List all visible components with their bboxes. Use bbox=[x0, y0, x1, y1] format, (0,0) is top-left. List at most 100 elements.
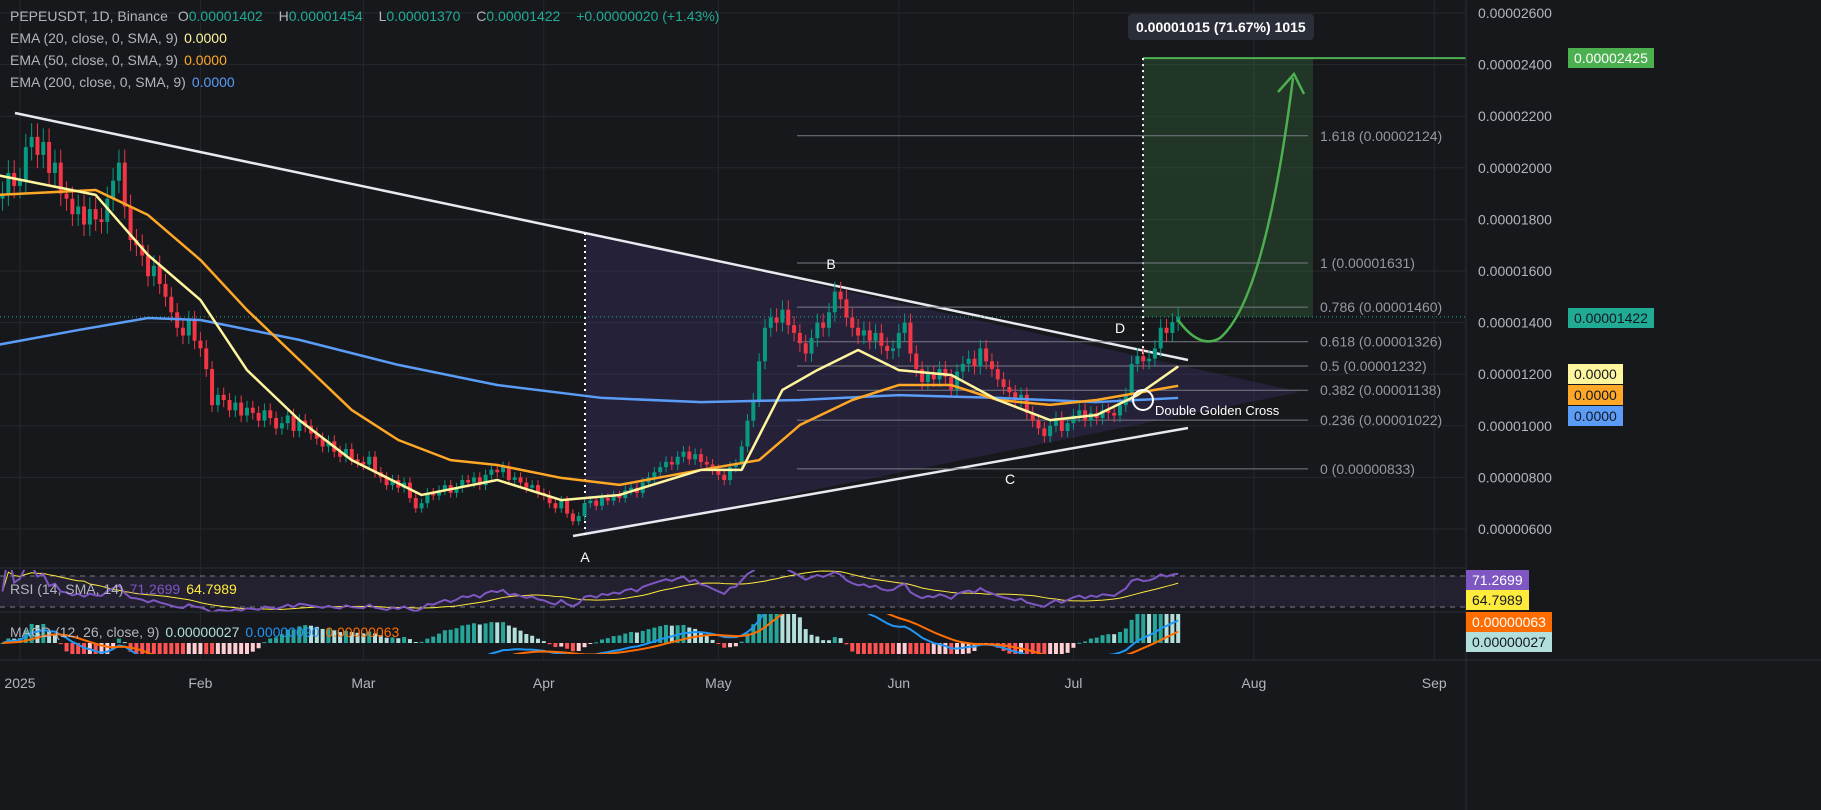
macd-histogram-bar bbox=[565, 643, 570, 649]
candle-body bbox=[675, 456, 680, 465]
macd-histogram-bar bbox=[885, 643, 890, 654]
candle-body bbox=[215, 394, 220, 406]
candle-body bbox=[244, 407, 249, 416]
candle-body bbox=[850, 317, 855, 328]
macd-histogram-bar bbox=[460, 625, 465, 643]
candle-body bbox=[23, 147, 28, 181]
candle-body bbox=[681, 451, 686, 457]
candle-body bbox=[320, 438, 325, 447]
macd-histogram-bar bbox=[1007, 643, 1012, 654]
macd-histogram-bar bbox=[1117, 631, 1122, 643]
macd-histogram-bar bbox=[762, 614, 767, 643]
macd-histogram-bar bbox=[1158, 614, 1163, 643]
macd-legend[interactable]: MACD (12, 26, close, 9) 0.00000027 0.00000… bbox=[10, 624, 405, 640]
macd-histogram-bar bbox=[99, 643, 104, 654]
candle-body bbox=[1019, 394, 1024, 400]
macd-histogram-bar bbox=[41, 623, 46, 643]
high-label: H bbox=[278, 8, 289, 24]
candle-body bbox=[693, 454, 698, 460]
candle-body bbox=[1065, 423, 1070, 431]
macd-histogram-bar bbox=[856, 643, 861, 654]
macd-histogram-bar bbox=[163, 643, 168, 654]
candle-body bbox=[943, 369, 948, 377]
macd-histogram-bar bbox=[757, 614, 762, 643]
rsi-sma-value: 64.7989 bbox=[186, 581, 237, 597]
candle-body bbox=[605, 498, 610, 501]
macd-histogram-bar bbox=[116, 638, 121, 643]
macd-histogram-bar bbox=[501, 622, 506, 643]
candle-body bbox=[151, 265, 156, 277]
rsi-legend[interactable]: RSI (14, SMA, 14) 71.2699 64.7989 bbox=[10, 581, 243, 597]
candle-body bbox=[1170, 322, 1175, 333]
macd-histogram-bar bbox=[1013, 643, 1018, 654]
ema20-tag: 0.0000 bbox=[1568, 364, 1623, 384]
change-value: +0.00000020 (+1.43%) bbox=[576, 8, 720, 24]
macd-histogram-bar bbox=[239, 643, 244, 654]
macd-histogram-bar bbox=[623, 633, 628, 643]
y-tick-label: 0.00001400 bbox=[1478, 315, 1552, 331]
candle-body bbox=[1129, 363, 1134, 395]
candle-body bbox=[821, 322, 826, 328]
rsi-sma-line bbox=[2, 570, 1179, 610]
golden-cross-marker bbox=[1132, 389, 1154, 411]
rsi-value: 71.2699 bbox=[129, 581, 181, 597]
candle-body bbox=[762, 327, 767, 362]
candle-body bbox=[343, 449, 348, 457]
candle-body bbox=[82, 206, 87, 225]
macd-histogram-bar bbox=[215, 643, 220, 654]
macd-histogram-bar bbox=[960, 643, 965, 654]
candle-body bbox=[413, 498, 418, 509]
y-tick-label: 0.00001000 bbox=[1478, 418, 1552, 434]
macd-histogram-bar bbox=[256, 643, 261, 649]
macd-pane bbox=[0, 614, 1181, 654]
candle-body bbox=[262, 410, 267, 421]
macd-histogram-bar bbox=[640, 630, 645, 643]
candle-body bbox=[803, 343, 808, 354]
macd-histogram-bar bbox=[844, 643, 849, 645]
macd-histogram-bar bbox=[76, 643, 81, 654]
ema20-legend[interactable]: EMA (20, close, 0, SMA, 9) 0.0000 bbox=[10, 30, 233, 46]
ema50-legend[interactable]: EMA (50, close, 0, SMA, 9) 0.0000 bbox=[10, 52, 233, 68]
fib-level-label: 1 (0.00001631) bbox=[1320, 255, 1415, 271]
macd-histogram-bar bbox=[937, 643, 942, 654]
macd-histogram-bar bbox=[332, 630, 337, 643]
candle-body bbox=[547, 495, 552, 504]
macd-histogram-bar bbox=[279, 634, 284, 643]
upper-trendline bbox=[14, 111, 1189, 362]
macd-histogram-bar bbox=[407, 639, 412, 643]
y-tick-label: 0.00000800 bbox=[1478, 469, 1552, 485]
y-tick-label: 0.00002200 bbox=[1478, 108, 1552, 124]
candle-body bbox=[582, 503, 587, 517]
candle-body bbox=[384, 477, 389, 486]
candle-body bbox=[751, 400, 756, 421]
candle-body bbox=[6, 172, 11, 194]
candle-body bbox=[757, 361, 762, 400]
macd-histogram-bar bbox=[0, 643, 5, 644]
candle-body bbox=[1112, 412, 1117, 416]
candle-body bbox=[559, 500, 564, 509]
macd-histogram-bar bbox=[576, 643, 581, 651]
macd-histogram-bar bbox=[722, 643, 727, 648]
macd-histogram-bar bbox=[867, 643, 872, 654]
candle-body bbox=[279, 423, 284, 429]
macd-histogram-bar bbox=[786, 614, 791, 643]
y-tick-label: 0.00001800 bbox=[1478, 211, 1552, 227]
macd-histogram-bar bbox=[838, 638, 843, 643]
candle-body bbox=[733, 464, 738, 468]
candle-body bbox=[600, 498, 604, 506]
candle-body bbox=[728, 467, 733, 480]
ema200-legend[interactable]: EMA (200, close, 0, SMA, 9) 0.0000 bbox=[10, 74, 241, 90]
macd-histogram-bar bbox=[891, 643, 895, 654]
macd-histogram-bar bbox=[111, 643, 116, 649]
candle-body bbox=[58, 162, 63, 194]
ema200-value: 0.0000 bbox=[191, 74, 235, 90]
candle-body bbox=[652, 472, 657, 478]
candle-body bbox=[838, 291, 843, 300]
macd-histogram-bar bbox=[1036, 643, 1041, 654]
candle-body bbox=[914, 353, 919, 370]
candle-body bbox=[1013, 392, 1018, 400]
macd-histogram-bar bbox=[146, 643, 151, 654]
candle-body bbox=[116, 162, 121, 181]
candle-body bbox=[35, 136, 40, 155]
